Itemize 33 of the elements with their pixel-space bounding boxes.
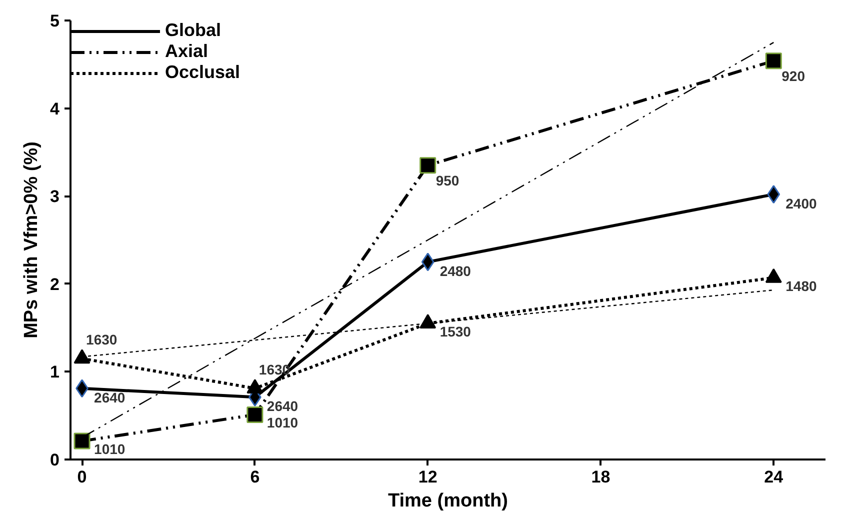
annotation: 2640 xyxy=(94,389,126,406)
point xyxy=(767,185,780,204)
legend-label: Occlusal xyxy=(165,62,240,83)
annotation: 1010 xyxy=(266,414,298,431)
annotation: 1630 xyxy=(86,332,118,348)
annotation: 2480 xyxy=(440,262,472,279)
y-tick-label: 0 xyxy=(50,450,60,470)
y-tick-label: 4 xyxy=(50,99,60,118)
y-tick-label: 2 xyxy=(50,274,60,294)
annotation: 2400 xyxy=(786,195,817,212)
x-tick-label: 0 xyxy=(77,468,87,486)
point xyxy=(421,252,434,272)
legend-label: Axial xyxy=(165,41,208,62)
annotation: 1010 xyxy=(94,441,126,458)
x-tick-label: 12 xyxy=(418,468,438,486)
point xyxy=(765,52,782,70)
y-tick-label: 5 xyxy=(50,12,60,30)
y-axis-title: MPs with Vfm>0% (%) xyxy=(21,142,42,338)
annotation: 950 xyxy=(436,172,460,188)
legend-label: Global xyxy=(165,20,222,41)
x-tick-label: 24 xyxy=(764,468,784,486)
y-tick-label: 1 xyxy=(50,362,60,382)
annotation: 1530 xyxy=(440,323,472,340)
x-tick-label: 18 xyxy=(591,468,610,486)
annotation: 2640 xyxy=(266,398,298,414)
x-tick-label: 6 xyxy=(250,468,260,486)
point xyxy=(74,432,90,450)
x-axis-title: Time (month) xyxy=(388,490,508,512)
point xyxy=(420,157,436,174)
point xyxy=(246,406,264,423)
annotation: 920 xyxy=(782,68,806,84)
annotation: 1480 xyxy=(786,278,817,294)
y-tick-label: 3 xyxy=(50,187,60,206)
